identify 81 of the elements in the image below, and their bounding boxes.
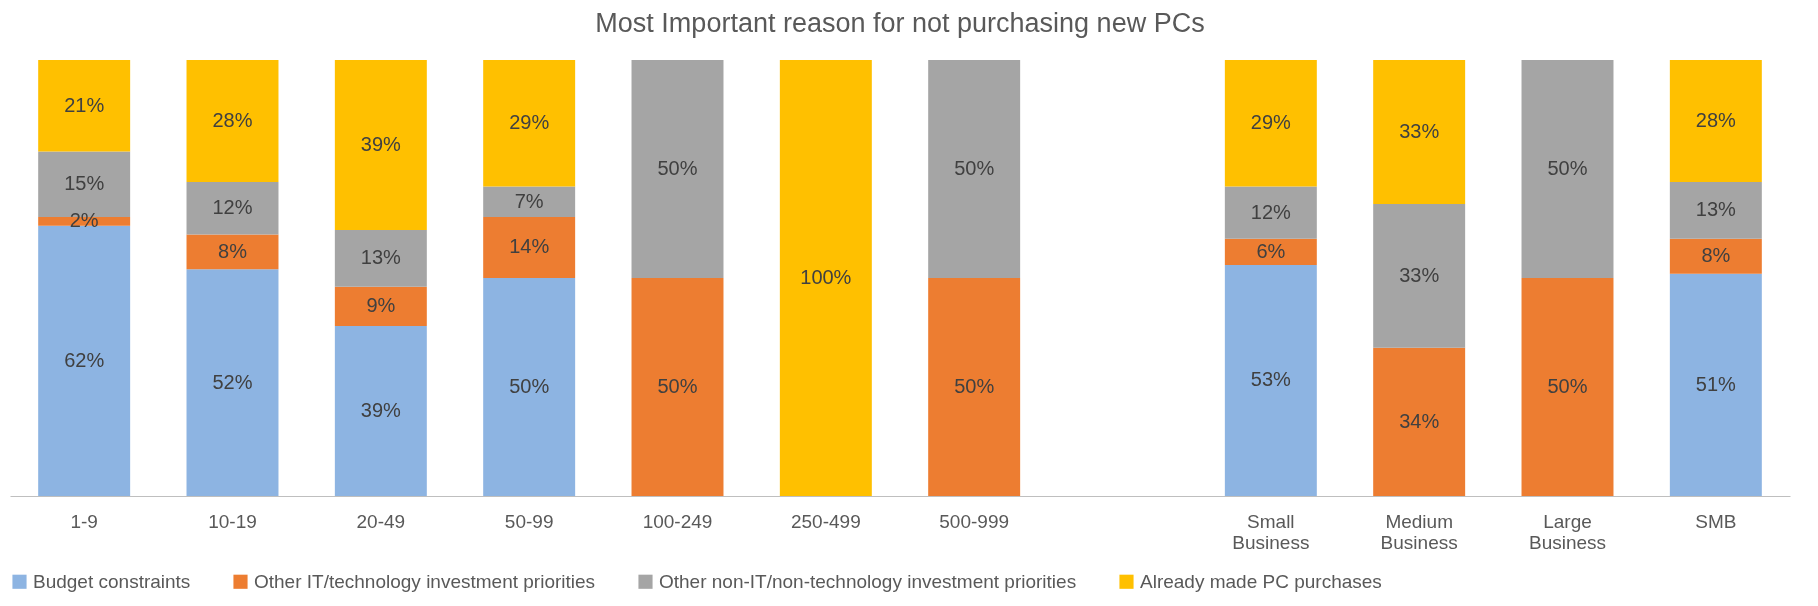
x-tick-label: 10-19 [208,510,257,532]
chart-title: Most Important reason for not purchasing new PCs [595,8,1205,38]
bar [334,325,427,496]
bar [1669,60,1762,183]
x-tick-label: 250-499 [790,510,861,532]
bar [779,60,872,496]
data-label: 50% [509,375,550,397]
data-label: 29% [1250,111,1292,134]
bar [334,286,427,326]
legend-label: Budget constraints [33,570,191,592]
bar [1373,60,1466,204]
legend-label: Other non-IT/non-technology investment priorities [659,570,1077,592]
bar [1224,60,1317,187]
data-label: 6% [1256,239,1286,262]
data-label: 39% [360,398,402,421]
x-tick-label: SMB [1695,510,1737,532]
bar [483,186,576,217]
data-label: 50% [657,375,698,397]
bar [1669,182,1762,239]
bar [1224,238,1317,265]
data-label: 33% [1399,119,1440,142]
x-tick-label: 50-99 [504,510,554,532]
data-label: 50% [657,157,698,179]
data-label: 50% [954,157,995,179]
data-label: 28% [1695,109,1737,132]
bar [186,60,279,183]
bar [1373,347,1466,496]
data-label: 29% [509,111,550,134]
bar [631,60,724,278]
data-label: 9% [366,294,396,317]
bar [928,60,1021,278]
data-label: 13% [360,246,402,269]
x-tick-label: 20-49 [356,510,406,532]
legend-label: Other IT/technology investment priorities [254,570,596,592]
data-label: 33% [1399,263,1440,286]
bar [334,60,427,231]
data-label: 50% [1547,157,1588,179]
x-tick-label: 500-999 [939,510,1010,532]
bar [1669,273,1762,496]
data-label: 53% [1250,368,1292,391]
data-label: 51% [1695,372,1737,395]
x-tick-label: Small Business [1232,510,1310,553]
bar [1373,203,1466,348]
bar [1224,264,1317,496]
data-label: 52% [212,370,253,393]
data-label: 50% [1547,375,1588,397]
bar [38,60,131,152]
x-tick-label: Medium Business [1380,510,1458,553]
bar [1521,278,1614,496]
bar [186,182,279,235]
data-label: 15% [64,172,105,195]
bar [928,278,1021,496]
data-label: 50% [954,375,995,397]
data-label: 8% [218,239,248,262]
data-label: 8% [1701,244,1731,267]
bar [1521,60,1614,278]
bar [186,234,279,270]
bar [483,216,576,278]
bar [483,60,576,187]
data-label: 39% [360,133,402,156]
bar [1224,186,1317,239]
data-label: 12% [212,196,253,219]
x-tick-label: 100-249 [642,510,713,532]
data-label: 21% [64,93,105,116]
data-label: 14% [509,235,550,258]
data-label: 7% [514,189,544,212]
bar [1669,238,1762,274]
bar [483,278,576,496]
data-label: 62% [64,348,105,371]
bar [186,269,279,496]
bar [334,230,427,287]
bar [631,278,724,496]
legend-label: Already made PC purchases [1140,570,1382,592]
data-label: 100% [800,266,852,288]
data-label: 34% [1399,409,1440,432]
bar [38,225,131,496]
x-tick-label: Large Business [1528,510,1607,553]
x-tick-label: 1-9 [70,510,98,532]
data-label: 13% [1695,198,1737,221]
data-label: 28% [212,109,253,132]
data-label: 12% [1250,200,1292,223]
